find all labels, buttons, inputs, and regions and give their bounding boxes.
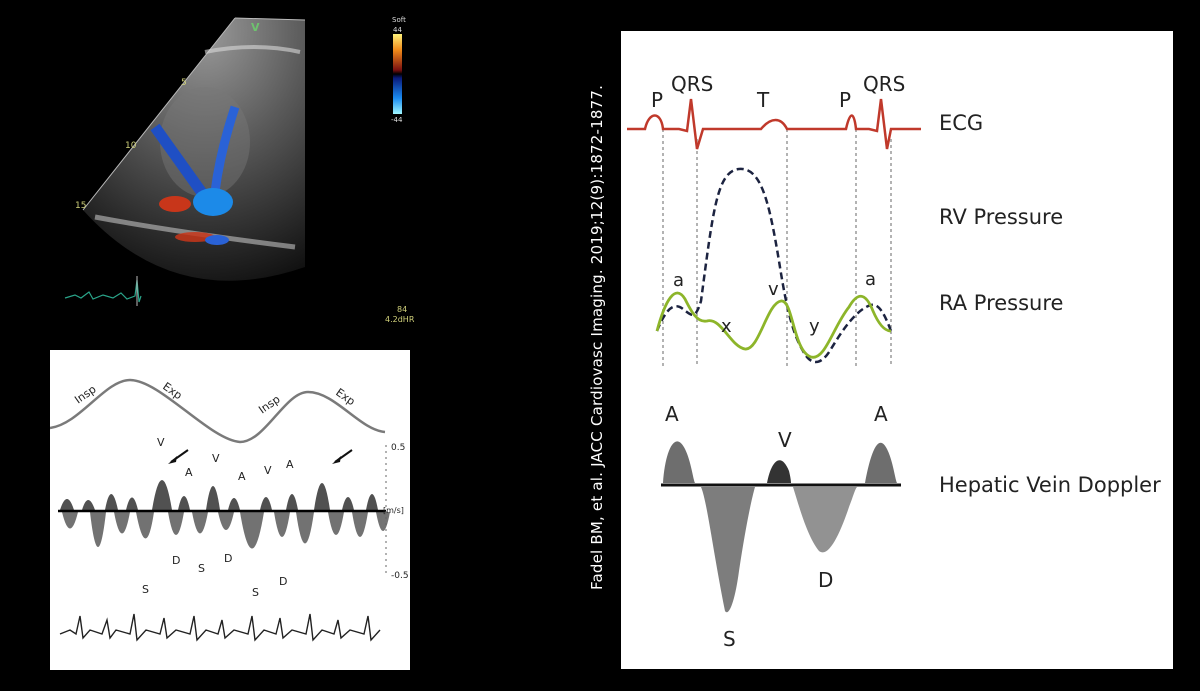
wave-label-d-3: D [279,575,287,588]
doppler-tracing-panel: Insp Exp Insp Exp [49,350,410,670]
peak-label-v-1: V [157,436,165,449]
colorbar-min: -44 [391,116,403,124]
ultrasound-sector [83,18,305,281]
diaphragm-echo [94,214,296,250]
citation: Fadel BM, et al. JACC Cardiovasc Imaging… [588,84,606,590]
row-label-rv: RV Pressure [939,205,1063,229]
doppler-ecg-trace [59,613,381,642]
wave-label-s-3: S [252,586,259,599]
color-scale-bar [393,34,402,114]
echo-ecg-trace [64,279,142,303]
doppler-reverse-waves [62,512,390,549]
flow-blue-2 [205,235,229,245]
sector-edge-top [234,17,306,21]
ecg-label-qrs2: QRS [863,72,905,96]
wave-label-d-1: D [172,554,180,567]
wave-label-s-1: S [142,583,149,596]
peak-label-v-2: V [212,452,220,465]
ecg-label-p1: P [651,88,663,112]
ra-label-v: v [768,279,779,300]
hr-label: 4.2dHR [385,315,415,324]
wave-label-d-2: D [224,552,232,565]
scale-top: 0.5 [391,443,405,453]
colorbar-max: 44 [393,26,402,34]
resp-label-exp-1: Exp [160,380,184,402]
hepatic-vein-flow-middle [210,105,240,193]
peak-label-a-2: A [238,470,246,483]
scale-bottom: -0.5 [391,571,409,581]
ra-label-a1: a [673,270,684,291]
schematic-diagram: P QRS T P QRS ECG RV Pressure a x v y a … [627,72,1161,651]
hepatic-vein-flow-left [150,123,210,201]
liver-capsule [204,45,301,54]
ra-pressure-curve [655,291,892,359]
peak-label-v-3: V [264,464,272,477]
hv-doppler-waves [663,441,897,613]
wave-label-s-2: S [198,562,205,575]
peak-label-a-3: A [286,458,294,471]
doppler-forward-waves [60,480,378,510]
depth-label-10: 10 [125,141,137,151]
row-label-ra: RA Pressure [939,291,1063,315]
depth-label-15: 15 [75,201,86,211]
hv-label-s: S [723,627,736,651]
arrow-1-head [168,456,177,464]
flow-red-1 [159,196,191,212]
arrow-2-head [332,456,341,464]
colorbar-title: Soft [392,16,406,24]
ecg-label-t: T [756,88,770,112]
hr-value: 84 [397,305,407,314]
sector-marker: V [251,21,260,34]
peak-label-a-1: A [185,466,193,479]
hv-label-a1: A [665,402,679,426]
echo-image: 5 10 15 V Soft 44 -44 84 4.2dHR [64,16,415,324]
hv-label-d: D [818,568,833,592]
liver-texture [160,87,250,197]
schematic-diagram-panel: P QRS T P QRS ECG RV Pressure a x v y a … [621,31,1173,669]
resp-label-insp-1: Insp [72,383,98,407]
hv-label-v: V [778,428,792,452]
ecg-label-p2: P [839,88,851,112]
row-label-hv: Hepatic Vein Doppler [939,473,1161,497]
hv-label-a2: A [874,402,888,426]
doppler-tracing: Insp Exp Insp Exp [49,378,409,642]
ivc-flow-blue [193,188,233,216]
rv-pressure-curve [655,167,893,364]
ra-label-x: x [721,316,732,337]
depth-label-5: 5 [181,78,187,88]
ecg-trace [627,98,921,150]
row-label-ecg: ECG [939,111,983,135]
timing-guides [662,129,892,366]
scale-unit: [m/s] [383,506,404,515]
ra-label-y: y [809,316,820,337]
respiratory-trace [49,378,386,444]
flow-red-2 [175,232,215,242]
ecg-label-qrs1: QRS [671,72,713,96]
echo-image-panel: 5 10 15 V Soft 44 -44 84 4.2dHR [55,12,415,332]
ra-label-a2: a [865,269,876,290]
